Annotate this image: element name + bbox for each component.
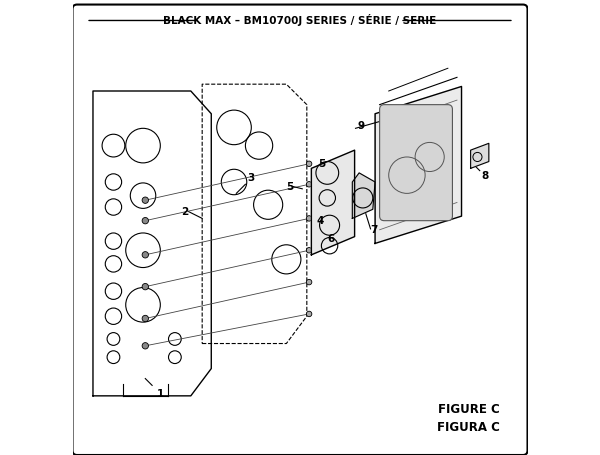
Circle shape xyxy=(142,283,148,290)
Polygon shape xyxy=(311,150,355,255)
Text: 6: 6 xyxy=(328,234,335,244)
Circle shape xyxy=(307,216,312,221)
Polygon shape xyxy=(470,143,489,168)
Text: FIGURE C: FIGURE C xyxy=(439,403,500,416)
Text: FIGURA C: FIGURA C xyxy=(437,421,500,434)
Polygon shape xyxy=(352,173,375,218)
Polygon shape xyxy=(375,86,461,243)
Text: 2: 2 xyxy=(181,207,188,217)
Text: 3: 3 xyxy=(248,173,255,183)
Circle shape xyxy=(142,315,148,322)
Text: 7: 7 xyxy=(371,225,378,235)
Text: 4: 4 xyxy=(317,216,324,226)
FancyBboxPatch shape xyxy=(73,5,527,455)
Circle shape xyxy=(307,311,312,317)
Circle shape xyxy=(142,343,148,349)
Circle shape xyxy=(307,279,312,285)
Text: BLACK MAX – BM10700J SERIES / SÉRIE / SERIE: BLACK MAX – BM10700J SERIES / SÉRIE / SE… xyxy=(163,15,437,26)
FancyBboxPatch shape xyxy=(380,105,452,221)
Text: 8: 8 xyxy=(481,171,488,181)
Circle shape xyxy=(142,252,148,258)
Text: 5: 5 xyxy=(318,159,325,169)
Text: 1: 1 xyxy=(157,389,164,399)
Circle shape xyxy=(142,197,148,203)
Circle shape xyxy=(307,161,312,167)
Text: 9: 9 xyxy=(358,121,365,131)
Text: 5: 5 xyxy=(286,182,293,192)
Circle shape xyxy=(142,217,148,224)
Circle shape xyxy=(307,248,312,253)
Circle shape xyxy=(307,182,312,187)
